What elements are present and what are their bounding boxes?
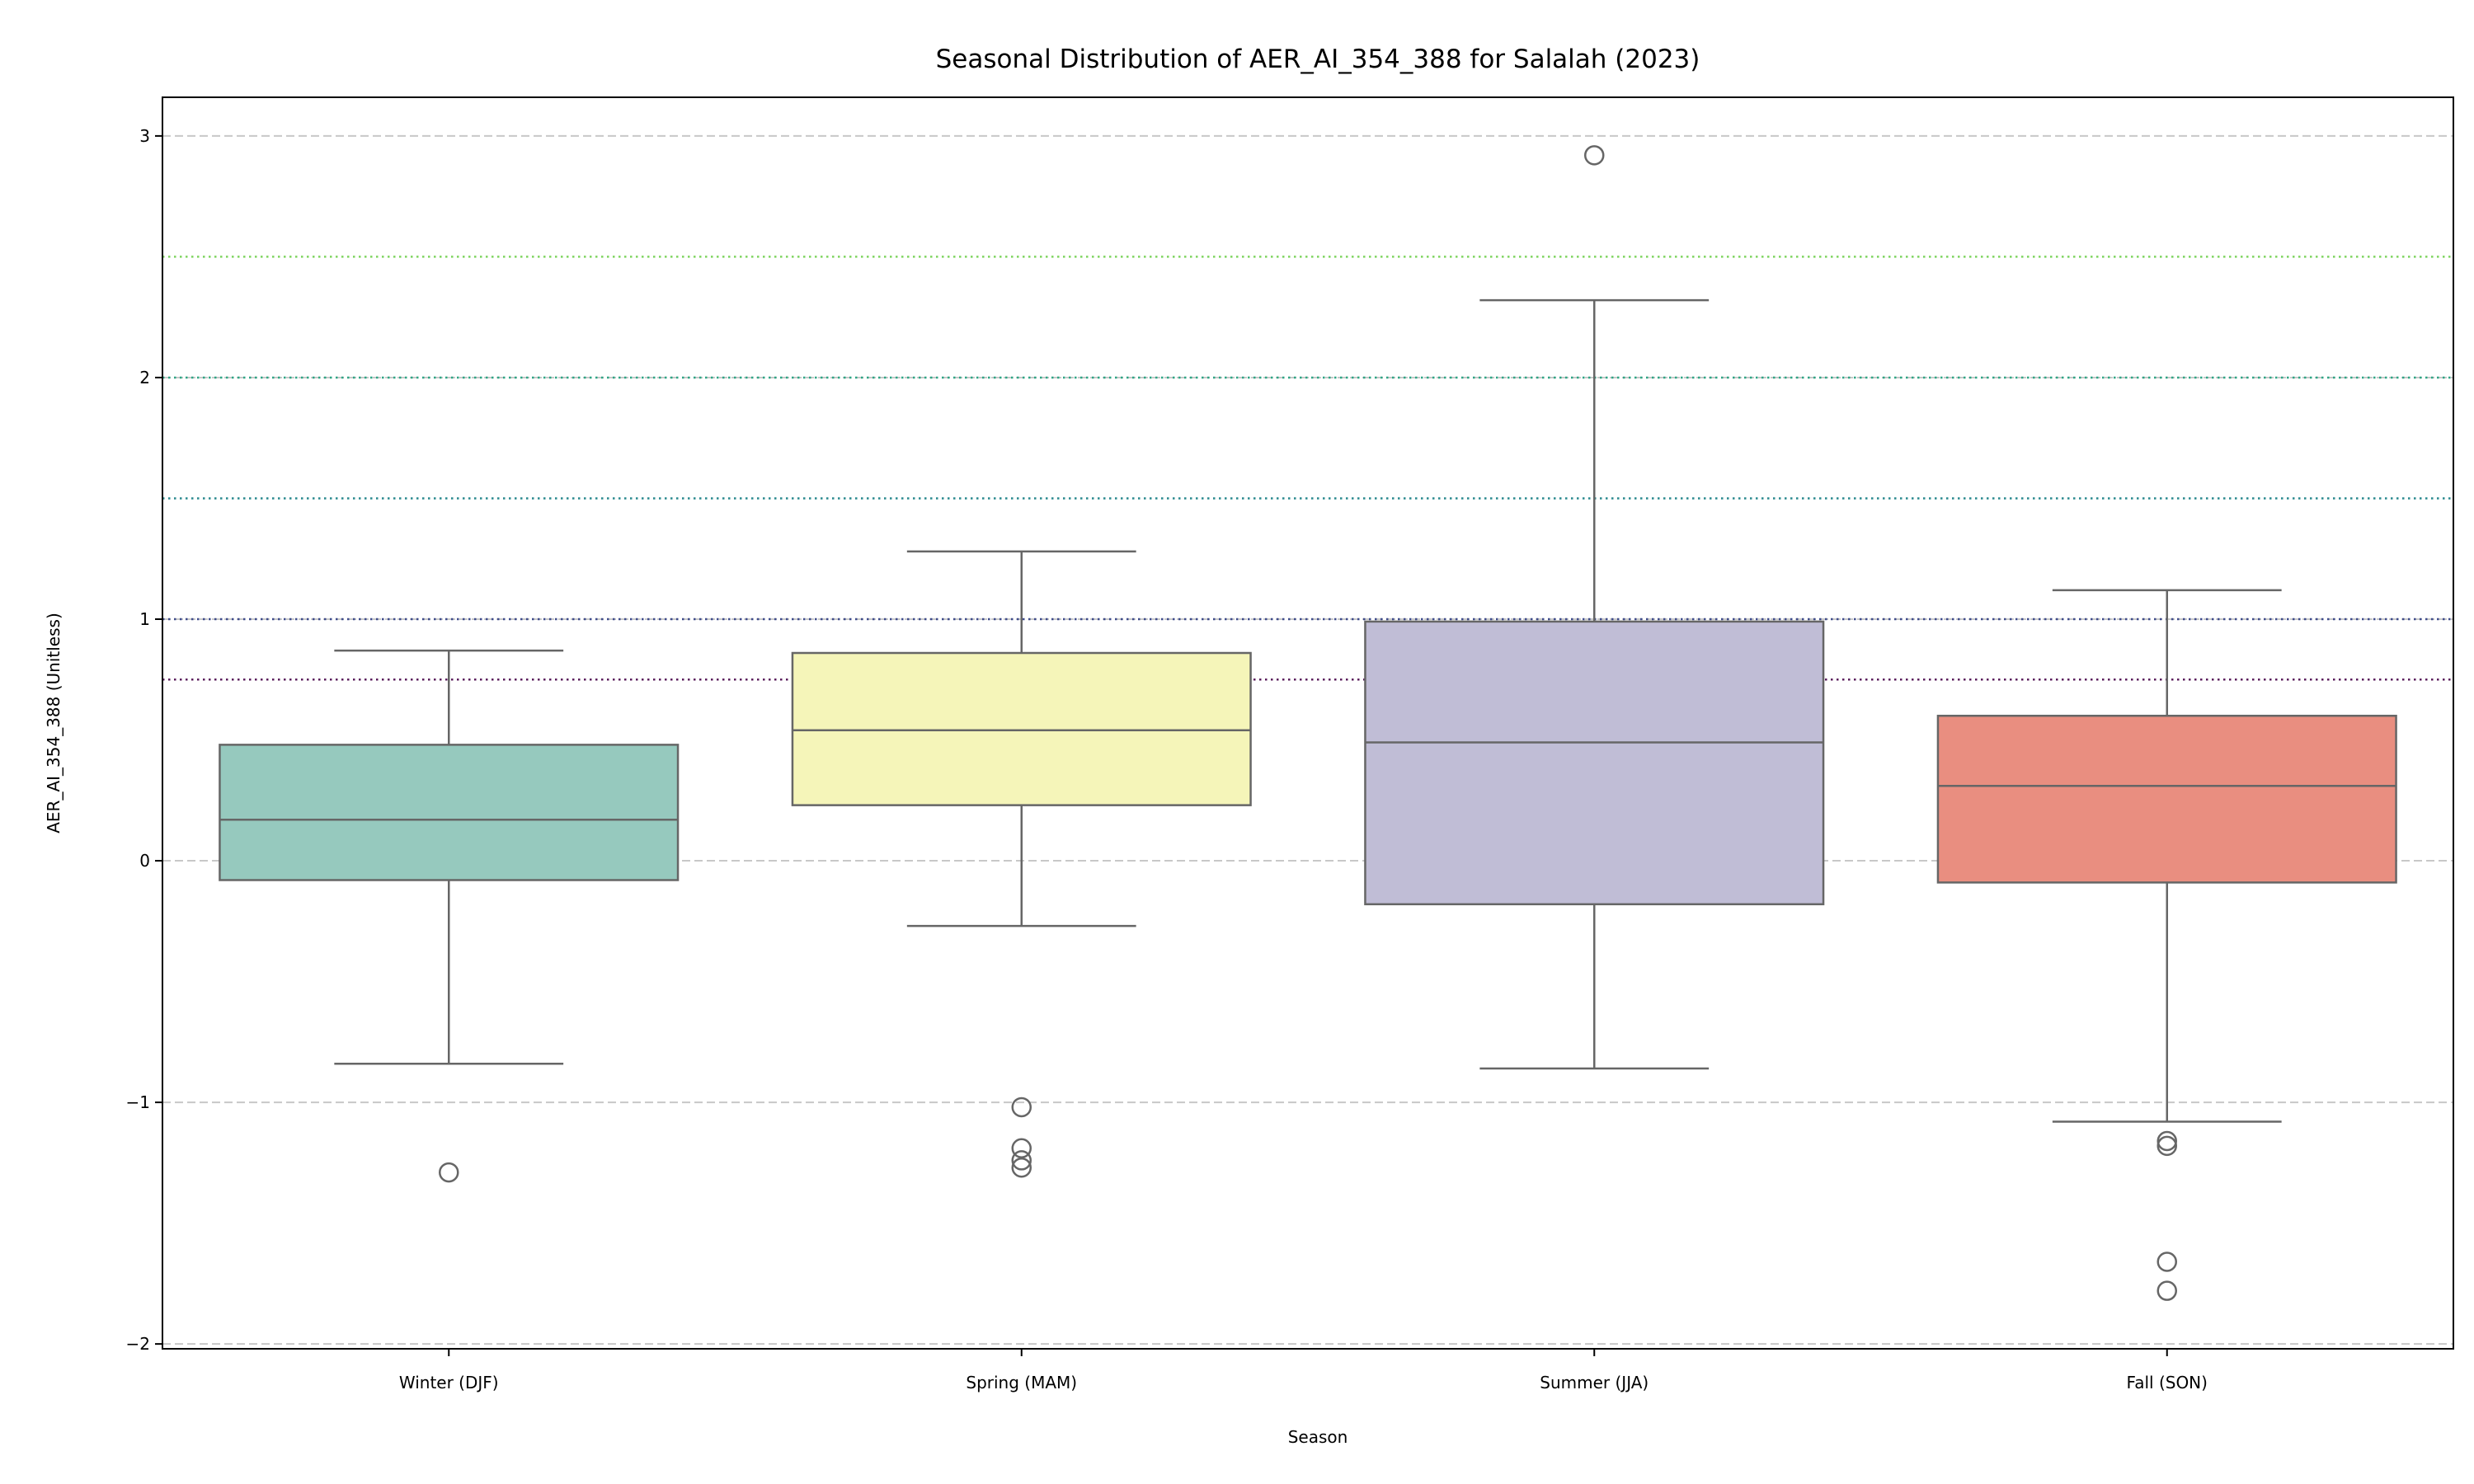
outlier-point [2157, 1252, 2177, 1272]
outlier-point [2157, 1130, 2177, 1152]
plot-frame [162, 96, 2454, 1350]
outlier-point [2157, 1135, 2177, 1157]
box-group [1936, 589, 2397, 1301]
y-tick-label: −1 [126, 1092, 150, 1112]
chart-title: Seasonal Distribution of AER_AI_354_388 … [936, 45, 1700, 74]
x-tick-label: Fall (SON) [2127, 1373, 2208, 1392]
outlier-point [1584, 145, 1605, 166]
x-axis-label: Season [1288, 1427, 1348, 1447]
outlier-point [1011, 1150, 1032, 1171]
box-iqr [219, 744, 680, 881]
outlier-point [1011, 1097, 1032, 1118]
y-tick-label: 2 [139, 368, 150, 387]
box-iqr [1936, 714, 2397, 884]
box-iqr [791, 651, 1252, 806]
box-iqr [1364, 620, 1825, 906]
box-group [791, 550, 1252, 1178]
x-tick-label: Summer (JJA) [1540, 1373, 1649, 1392]
plot-area: −2 −1 0 1 2 3 Winter (DJF) Spring (MAM) Summer (… [126, 96, 2454, 1392]
x-tick-label: Spring (MAM) [966, 1373, 1077, 1392]
y-tick-label: 3 [139, 126, 150, 146]
box-group [219, 649, 680, 1183]
outlier-point [1011, 1138, 1032, 1159]
outlier-point [439, 1162, 459, 1183]
outlier-point [2157, 1280, 2177, 1301]
y-axis-label: AER_AI_354_388 (Unitless) [44, 613, 63, 834]
y-tick-label: 1 [139, 609, 150, 629]
x-tick-label: Winter (DJF) [399, 1373, 499, 1392]
box-group [1364, 145, 1825, 1070]
y-tick-label: −2 [126, 1334, 150, 1354]
outlier-point [1011, 1157, 1032, 1178]
y-tick-label: 0 [139, 851, 150, 871]
